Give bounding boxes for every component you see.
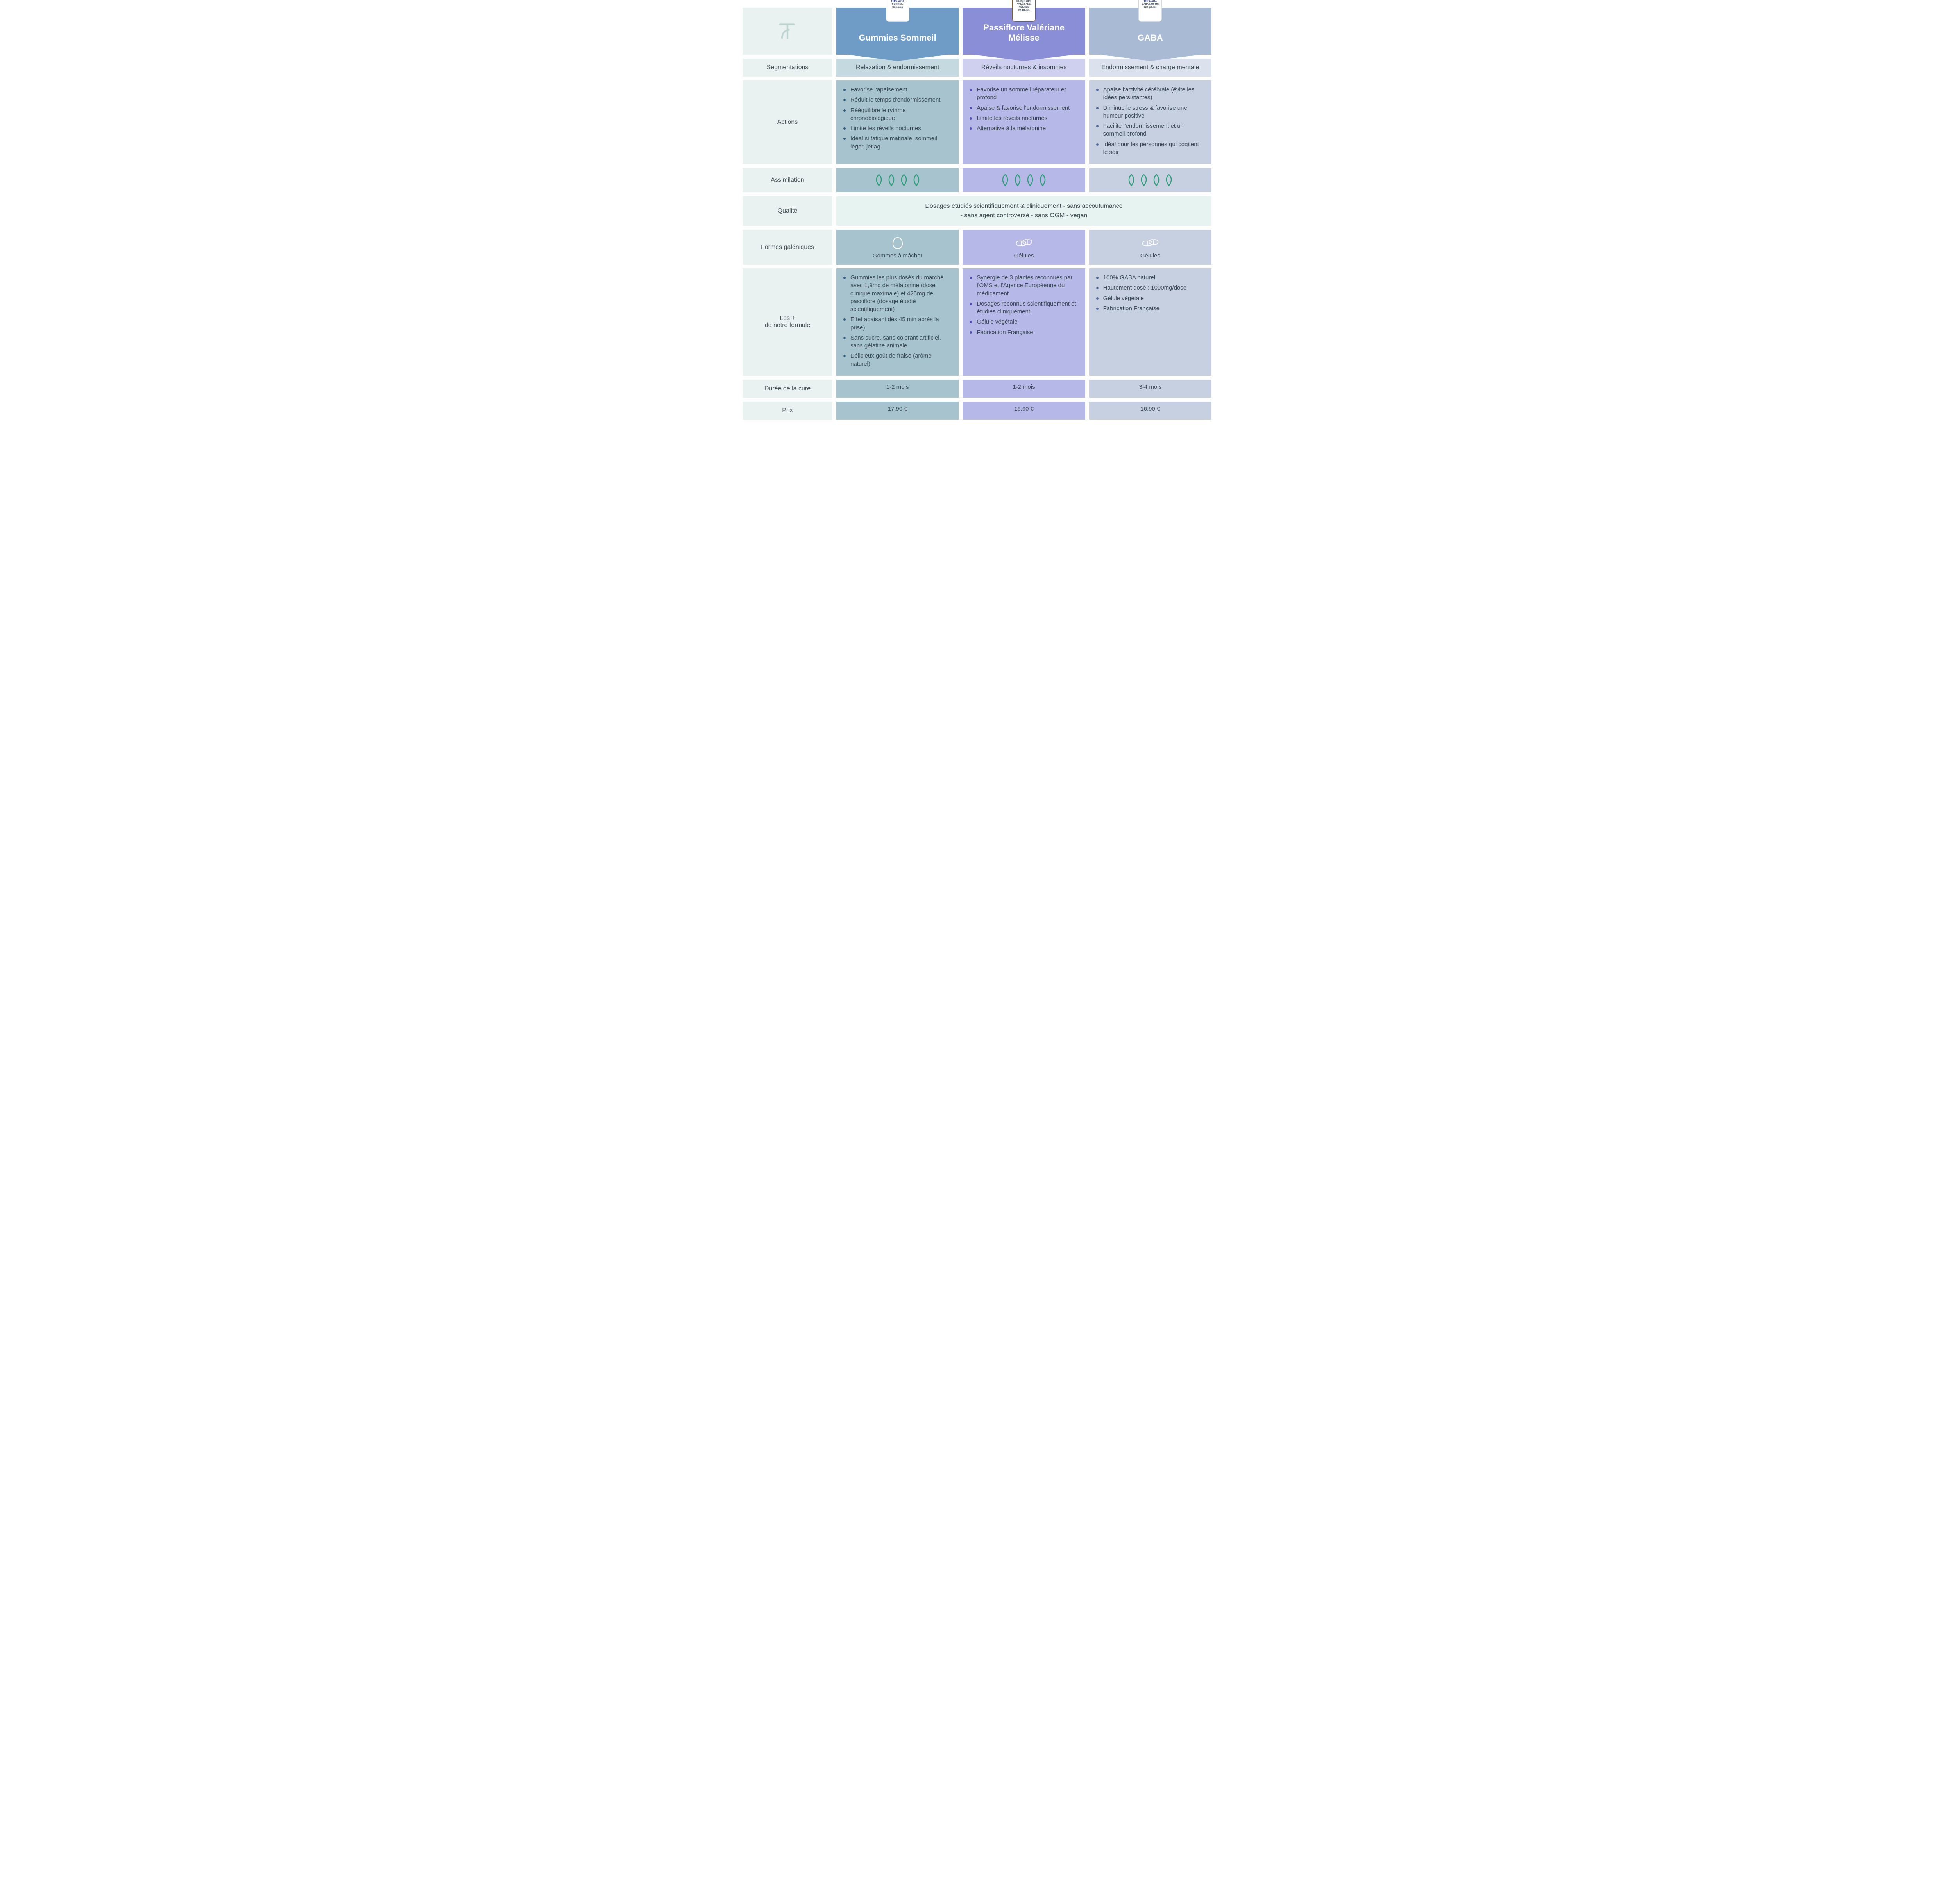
action-item: Favorise un sommeil réparateur et profon…	[970, 86, 1078, 102]
leaf-rating	[1096, 173, 1204, 187]
plus-item: Dosages reconnus scientifiquement et étu…	[970, 300, 1078, 316]
duration-value: 1-2 mois	[886, 384, 909, 390]
quality-line1: Dosages étudiés scientifiquement & clini…	[925, 203, 1122, 209]
row-label-assimilation: Assimilation	[743, 168, 832, 192]
actions-list: Apaise l'activité cérébrale (évite les i…	[1096, 86, 1204, 156]
duration-gummies: 1-2 mois	[836, 380, 959, 398]
segmentation-text: Réveils nocturnes & insomnies	[981, 64, 1067, 71]
segmentation-gaba: Endormissement & charge mentale	[1089, 59, 1211, 77]
product-bottle-gummies: TERRAVITASOMMEILGummies	[884, 0, 911, 23]
product-title: Gummies Sommeil	[859, 33, 936, 43]
plus-list: Gummies les plus dosés du marché avec 1,…	[843, 274, 952, 368]
segmentation-text: Endormissement & charge mentale	[1101, 64, 1199, 71]
header-chevron	[836, 55, 959, 61]
actions-list: Favorise l'apaisement Réduit le temps d'e…	[843, 86, 952, 151]
capsule-icon	[970, 235, 1078, 251]
row-label-actions: Actions	[743, 80, 832, 164]
actions-gaba: Apaise l'activité cérébrale (évite les i…	[1089, 80, 1211, 164]
plus-item: Effet apaisant dès 45 min après la prise…	[843, 316, 952, 332]
leaf-rating	[970, 173, 1078, 187]
leaf-rating	[843, 173, 952, 187]
form-pvm: Gélules	[963, 230, 1085, 265]
product-header-pvm: TERRAVITAPASSIFLORE VALÉRIANE MÉLISSE90 …	[963, 8, 1085, 55]
form-label: Gélules	[970, 252, 1078, 259]
row-label-plus: Les +de notre formule	[743, 268, 832, 376]
assimilation-pvm	[963, 168, 1085, 192]
duration-value: 3-4 mois	[1139, 384, 1162, 390]
form-gummies: Gommes à mâcher	[836, 230, 959, 265]
plus-pvm: Synergie de 3 plantes reconnues par l'OM…	[963, 268, 1085, 376]
row-label-duration: Durée de la cure	[743, 380, 832, 398]
capsule-icon	[1096, 235, 1204, 251]
header-chevron	[963, 55, 1085, 61]
price-value: 16,90 €	[1140, 406, 1160, 412]
plus-item: Synergie de 3 plantes reconnues par l'OM…	[970, 274, 1078, 298]
segmentation-text: Relaxation & endormissement	[856, 64, 939, 71]
plus-gaba: 100% GABA naturel Hautement dosé : 1000mg…	[1089, 268, 1211, 376]
product-header-gaba: TERRAVITAGABA 1000 MG120 gélulesGABA	[1089, 8, 1211, 55]
action-item: Réduit le temps d'endormissement	[843, 96, 952, 104]
row-label-quality: Qualité	[743, 196, 832, 226]
plus-item: Gummies les plus dosés du marché avec 1,…	[843, 274, 952, 313]
plus-item: Gélule végétale	[1096, 295, 1204, 302]
product-title: Passiflore Valériane Mélisse	[966, 23, 1081, 43]
action-item: Facilite l'endormissement et un sommeil …	[1096, 122, 1204, 138]
duration-pvm: 1-2 mois	[963, 380, 1085, 398]
action-item: Diminue le stress & favorise une humeur …	[1096, 104, 1204, 120]
plus-item: Gélule végétale	[970, 318, 1078, 326]
form-label: Gélules	[1096, 252, 1204, 259]
form-label: Gommes à mâcher	[843, 252, 952, 259]
row-label-form: Formes galéniques	[743, 230, 832, 265]
product-title: GABA	[1138, 33, 1163, 43]
action-item: Idéal si fatigue matinale, sommeil léger…	[843, 135, 952, 151]
form-gaba: Gélules	[1089, 230, 1211, 265]
action-item: Rééquilibre le rythme chronobiologique	[843, 107, 952, 123]
plus-item: Sans sucre, sans colorant artificiel, sa…	[843, 334, 952, 350]
action-item: Limite les réveils nocturnes	[843, 125, 952, 132]
price-pvm: 16,90 €	[963, 402, 1085, 420]
product-bottle-gaba: TERRAVITAGABA 1000 MG120 gélules	[1136, 0, 1164, 23]
assimilation-gummies	[836, 168, 959, 192]
action-item: Alternative à la mélatonine	[970, 125, 1078, 132]
segmentation-gummies: Relaxation & endormissement	[836, 59, 959, 77]
row-label-price: Prix	[743, 402, 832, 420]
plus-list: 100% GABA naturel Hautement dosé : 1000mg…	[1096, 274, 1204, 313]
header-chevron	[1089, 55, 1211, 61]
plus-item: Fabrication Française	[970, 329, 1078, 336]
action-item: Apaise & favorise l'endormissement	[970, 104, 1078, 112]
gummy-icon	[843, 235, 952, 251]
duration-value: 1-2 mois	[1013, 384, 1035, 390]
product-header-gummies: TERRAVITASOMMEILGummiesGummies Sommeil	[836, 8, 959, 55]
price-value: 16,90 €	[1014, 406, 1034, 412]
plus-item: Hautement dosé : 1000mg/dose	[1096, 284, 1204, 292]
action-item: Limite les réveils nocturnes	[970, 114, 1078, 122]
brand-logo-cell	[743, 8, 832, 55]
segmentation-pvm: Réveils nocturnes & insomnies	[963, 59, 1085, 77]
plus-item: 100% GABA naturel	[1096, 274, 1204, 282]
plus-list: Synergie de 3 plantes reconnues par l'OM…	[970, 274, 1078, 336]
action-item: Apaise l'activité cérébrale (évite les i…	[1096, 86, 1204, 102]
actions-list: Favorise un sommeil réparateur et profon…	[970, 86, 1078, 132]
price-gummies: 17,90 €	[836, 402, 959, 420]
plus-item: Délicieux goût de fraise (arôme naturel)	[843, 352, 952, 368]
actions-gummies: Favorise l'apaisement Réduit le temps d'e…	[836, 80, 959, 164]
product-bottle-pvm: TERRAVITAPASSIFLORE VALÉRIANE MÉLISSE90 …	[1010, 0, 1038, 23]
price-gaba: 16,90 €	[1089, 402, 1211, 420]
actions-pvm: Favorise un sommeil réparateur et profon…	[963, 80, 1085, 164]
duration-gaba: 3-4 mois	[1089, 380, 1211, 398]
row-label-segmentation: Segmentations	[743, 59, 832, 77]
quality-line2: - sans agent controversé - sans OGM - ve…	[961, 212, 1088, 219]
assimilation-gaba	[1089, 168, 1211, 192]
action-item: Idéal pour les personnes qui cogitent le…	[1096, 141, 1204, 157]
plus-item: Fabrication Française	[1096, 305, 1204, 313]
quality-merged-cell: Dosages étudiés scientifiquement & clini…	[836, 196, 1211, 226]
action-item: Favorise l'apaisement	[843, 86, 952, 94]
price-value: 17,90 €	[888, 406, 907, 412]
plus-gummies: Gummies les plus dosés du marché avec 1,…	[836, 268, 959, 376]
